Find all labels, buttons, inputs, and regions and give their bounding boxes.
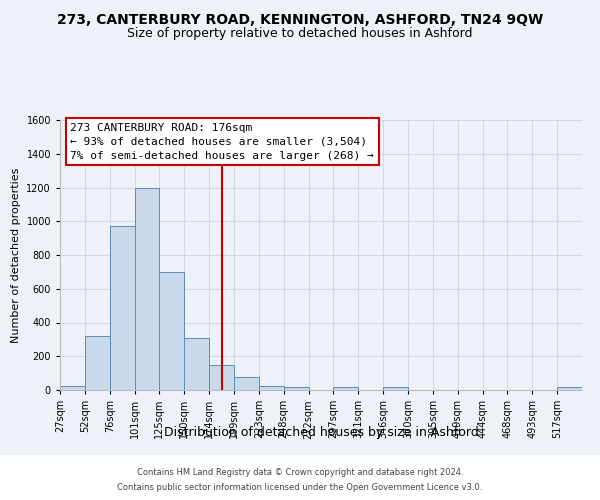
Text: Contains HM Land Registry data © Crown copyright and database right 2024.: Contains HM Land Registry data © Crown c… [137,468,463,477]
Bar [60,386,85,390]
Bar [209,364,234,390]
Text: Distribution of detached houses by size in Ashford: Distribution of detached houses by size … [164,426,478,439]
Text: Size of property relative to detached houses in Ashford: Size of property relative to detached ho… [127,28,473,40]
Bar [184,338,209,390]
Bar [383,388,408,390]
Y-axis label: Number of detached properties: Number of detached properties [11,168,21,342]
Bar [160,272,184,390]
Bar [284,388,308,390]
Bar [134,188,160,390]
Bar [234,378,259,390]
Bar [259,386,284,390]
Bar [557,388,582,390]
Text: Contains public sector information licensed under the Open Government Licence v3: Contains public sector information licen… [118,483,482,492]
Bar [110,226,134,390]
Bar [334,388,358,390]
Bar [85,336,110,390]
Text: 273 CANTERBURY ROAD: 176sqm
← 93% of detached houses are smaller (3,504)
7% of s: 273 CANTERBURY ROAD: 176sqm ← 93% of det… [70,122,374,160]
Text: 273, CANTERBURY ROAD, KENNINGTON, ASHFORD, TN24 9QW: 273, CANTERBURY ROAD, KENNINGTON, ASHFOR… [57,12,543,26]
